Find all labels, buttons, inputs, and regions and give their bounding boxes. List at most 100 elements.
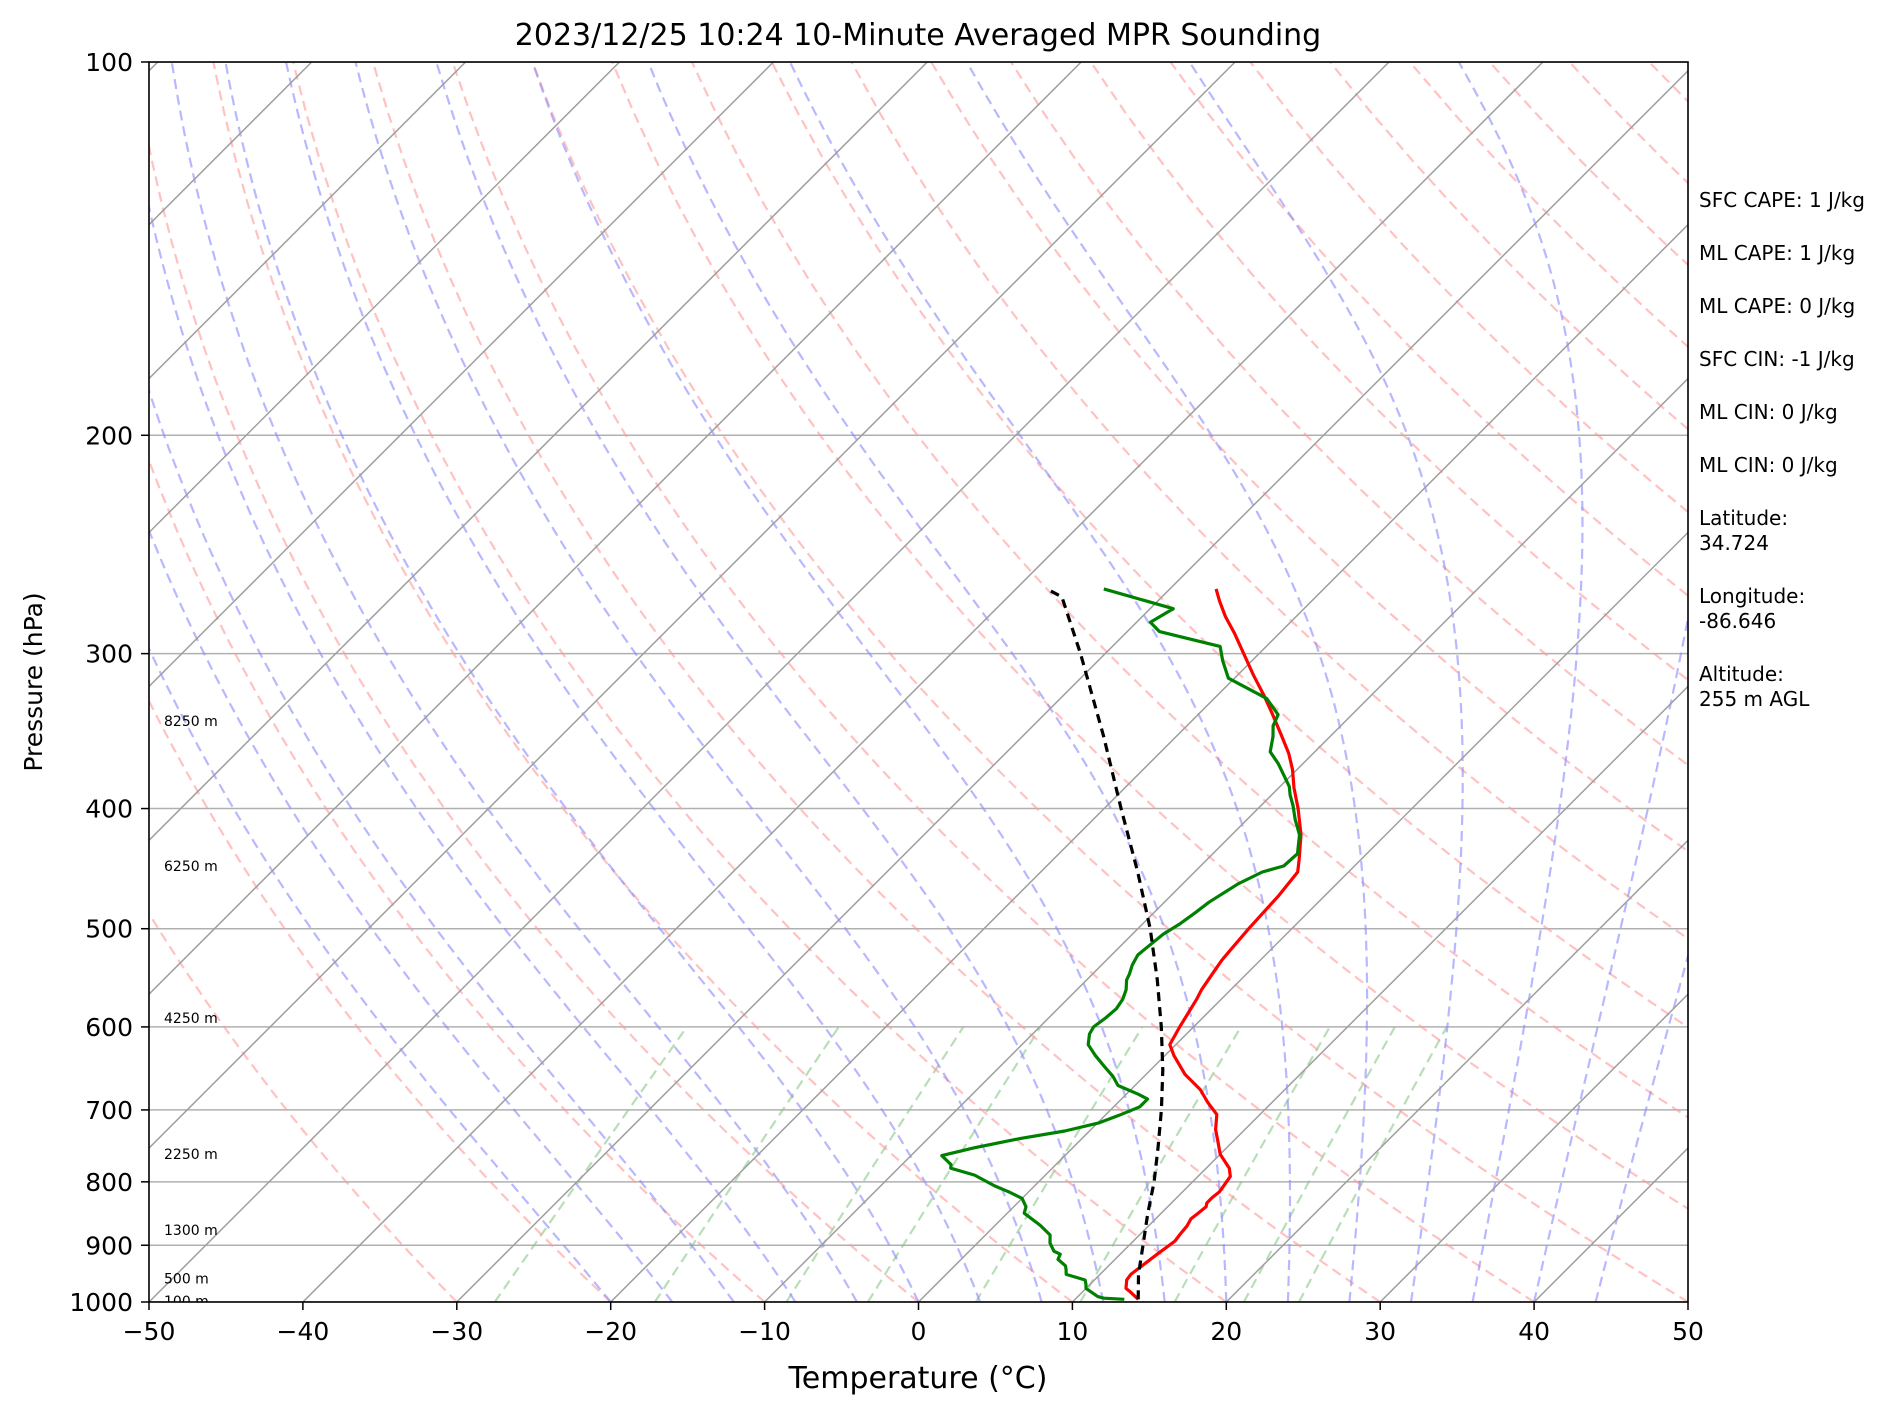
plot-area: 8250 m 6250 m 4250 m 2250 m 1300 m 500 m 100 m <box>0 62 1688 1310</box>
moist-adiabat <box>170 62 858 1302</box>
mixing-ratio-line <box>866 1026 1042 1302</box>
moist-adiabat <box>149 202 797 1302</box>
moist-adiabat <box>965 62 1369 1302</box>
dry-adiabat <box>292 62 1227 1302</box>
isotherm--70 <box>149 62 1082 996</box>
y-tick-label: 300 <box>85 640 133 669</box>
dry-adiabats <box>149 62 1688 1302</box>
isotherm-30 <box>1379 993 1688 1302</box>
dry-adiabat <box>212 62 1074 1302</box>
y-tick-label: 500 <box>85 915 133 944</box>
moist-adiabat <box>149 646 612 1302</box>
parcel-trace <box>1046 587 1165 1300</box>
mixing-ratio-line <box>1173 1026 1331 1302</box>
ml-cin-value-2: ML CIN: 0 J/kg <box>1699 453 1838 477</box>
x-tick-label: 50 <box>1672 1317 1704 1346</box>
y-axis-label: Pressure (hPa) <box>19 592 48 771</box>
height-label: 6250 m <box>164 859 218 875</box>
ml-cin-value: ML CIN: 0 J/kg <box>1699 400 1838 424</box>
y-tick-label: 800 <box>85 1168 133 1197</box>
isotherm--60 <box>149 62 1236 1150</box>
x-tick-label: −10 <box>738 1317 791 1346</box>
dry-adiabat <box>149 140 920 1302</box>
sounding-traces <box>940 587 1303 1301</box>
x-axis-ticks: −50 −40 −30 −20 −10 0 10 20 30 40 50 <box>123 1302 1704 1346</box>
sfc-cin-value: SFC CIN: -1 J/kg <box>1699 347 1855 371</box>
moist-adiabat <box>647 62 1228 1302</box>
latitude-value: Latitude: 34.724 <box>1699 506 1789 555</box>
y-tick-label: 1000 <box>69 1288 133 1317</box>
isotherm--10 <box>764 377 1688 1302</box>
isobar-gridlines <box>149 62 1688 1302</box>
x-tick-label: −40 <box>277 1317 330 1346</box>
mixing-ratio-lines <box>493 1026 1448 1302</box>
moist-adiabat <box>531 62 1166 1302</box>
isotherm--140 <box>0 62 4 1302</box>
height-label: 8250 m <box>164 714 218 730</box>
y-tick-label: 100 <box>85 48 133 77</box>
isotherm-10 <box>1071 685 1688 1302</box>
x-tick-label: −20 <box>584 1317 637 1346</box>
moist-adiabats <box>149 62 1688 1302</box>
height-label: 4250 m <box>164 1011 218 1027</box>
height-label: 2250 m <box>164 1147 218 1163</box>
isotherm--80 <box>149 62 928 842</box>
y-tick-label: 400 <box>85 795 133 824</box>
dry-adiabat <box>690 62 1688 1119</box>
dry-adiabat <box>149 457 766 1302</box>
isotherm-20 <box>1225 839 1688 1302</box>
moist-adiabat <box>1188 62 1464 1302</box>
moist-adiabat <box>224 62 920 1302</box>
isotherm-0 <box>917 531 1688 1302</box>
isotherm--90 <box>149 62 774 688</box>
dry-adiabat <box>149 911 458 1302</box>
dry-adiabat <box>531 62 1688 1302</box>
y-tick-label: 900 <box>85 1231 133 1260</box>
dry-adiabat <box>451 62 1535 1302</box>
x-tick-label: 40 <box>1518 1317 1550 1346</box>
y-tick-label: 600 <box>85 1013 133 1042</box>
x-tick-label: 20 <box>1210 1317 1242 1346</box>
height-label: 100 m <box>164 1294 209 1310</box>
moist-adiabat <box>149 527 674 1302</box>
sounding-parameters: SFC CAPE: 1 J/kg ML CAPE: 1 J/kg ML CAPE… <box>1699 188 1889 740</box>
moist-adiabat <box>435 62 1105 1302</box>
x-tick-label: −50 <box>123 1317 176 1346</box>
mixing-ratio-line <box>653 1026 840 1302</box>
isotherm--50 <box>149 62 1390 1302</box>
moist-adiabat <box>789 62 1292 1302</box>
dry-adiabat <box>850 62 1688 941</box>
x-tick-label: 0 <box>911 1317 927 1346</box>
dry-adiabat <box>611 62 1688 1211</box>
isotherm--30 <box>456 69 1688 1302</box>
height-labels: 8250 m 6250 m 4250 m 2250 m 1300 m 500 m 100 m <box>164 714 218 1310</box>
height-label: 500 m <box>164 1271 209 1287</box>
dry-adiabat <box>371 62 1381 1302</box>
y-tick-label: 200 <box>85 421 133 450</box>
dry-adiabat <box>1089 62 1688 682</box>
mixing-ratio-line <box>785 1026 965 1302</box>
x-axis-label: Temperature (°C) <box>788 1361 1048 1396</box>
sfc-cape-value: SFC CAPE: 1 J/kg <box>1699 188 1865 212</box>
isotherm--110 <box>149 62 467 380</box>
x-tick-label: 10 <box>1056 1317 1088 1346</box>
plot-frame <box>148 61 1689 1303</box>
dry-adiabat <box>149 698 612 1302</box>
moist-adiabat <box>1533 612 1688 1302</box>
moist-adiabat <box>1457 62 1584 1302</box>
x-tick-label: 30 <box>1364 1317 1396 1346</box>
longitude-value: Longitude: -86.646 <box>1699 584 1806 633</box>
ml-cape-value: ML CAPE: 1 J/kg <box>1699 241 1856 265</box>
moist-adiabat <box>354 62 1043 1302</box>
isotherm--20 <box>610 223 1688 1302</box>
altitude-value: Altitude: 255 m AGL <box>1699 662 1810 711</box>
dry-adiabat <box>1010 62 1688 767</box>
isotherm--100 <box>149 62 621 534</box>
y-tick-label: 700 <box>85 1096 133 1125</box>
temperature-trace <box>1124 588 1303 1301</box>
x-tick-label: −30 <box>430 1317 483 1346</box>
chart-title: 2023/12/25 10:24 10-Minute Averaged MPR … <box>515 18 1321 53</box>
moist-adiabat <box>149 387 735 1302</box>
isotherm--40 <box>302 62 1544 1302</box>
moist-adiabat <box>284 62 982 1302</box>
